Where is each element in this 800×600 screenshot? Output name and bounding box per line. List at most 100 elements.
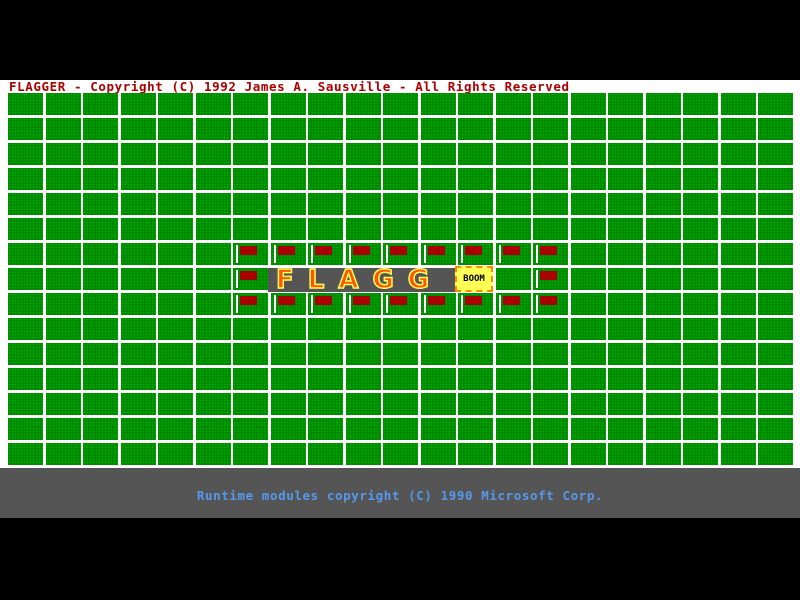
- board-cell[interactable]: [83, 243, 118, 265]
- board-cell[interactable]: [570, 343, 606, 365]
- board-cell[interactable]: [308, 343, 343, 365]
- board-cell[interactable]: [608, 393, 643, 415]
- board-cell[interactable]: [758, 393, 793, 415]
- board-cell[interactable]: [308, 168, 343, 190]
- board-cell[interactable]: [345, 143, 381, 165]
- board-cell[interactable]: [570, 168, 606, 190]
- board-cell[interactable]: [83, 418, 118, 440]
- board-cell[interactable]: [8, 318, 43, 340]
- board-cell[interactable]: [458, 193, 493, 215]
- board-cell[interactable]: [570, 418, 606, 440]
- board-cell[interactable]: [383, 218, 418, 240]
- board-cell[interactable]: [495, 418, 531, 440]
- board-cell[interactable]: [645, 193, 681, 215]
- board-cell[interactable]: [533, 168, 568, 190]
- board-cell[interactable]: [683, 268, 718, 290]
- board-cell[interactable]: [758, 168, 793, 190]
- board-cell[interactable]: [683, 318, 718, 340]
- board-cell[interactable]: [120, 318, 156, 340]
- board-cell[interactable]: [608, 243, 643, 265]
- board-cell[interactable]: [608, 93, 643, 115]
- board-cell[interactable]: [495, 143, 531, 165]
- board-cell[interactable]: [83, 343, 118, 365]
- board-cell[interactable]: [608, 368, 643, 390]
- board-cell[interactable]: [345, 418, 381, 440]
- board-cell[interactable]: [233, 168, 268, 190]
- board-cell[interactable]: [195, 368, 231, 390]
- board-cell[interactable]: [83, 93, 118, 115]
- board-cell[interactable]: [420, 393, 456, 415]
- board-cell[interactable]: [758, 243, 793, 265]
- board-cell[interactable]: [83, 218, 118, 240]
- board-cell[interactable]: [8, 218, 43, 240]
- board-cell[interactable]: [683, 393, 718, 415]
- board-cell[interactable]: [720, 218, 756, 240]
- board-cell[interactable]: [233, 368, 268, 390]
- board-cell[interactable]: [495, 243, 531, 265]
- board-cell[interactable]: [120, 368, 156, 390]
- board-cell[interactable]: [120, 418, 156, 440]
- board-cell[interactable]: [533, 393, 568, 415]
- board-cell[interactable]: [645, 318, 681, 340]
- board-cell[interactable]: [608, 268, 643, 290]
- board-cell[interactable]: [420, 293, 456, 315]
- board-cell[interactable]: [158, 118, 193, 140]
- board-cell[interactable]: [83, 268, 118, 290]
- board-cell[interactable]: [383, 418, 418, 440]
- board-cell[interactable]: [420, 118, 456, 140]
- board-cell[interactable]: [8, 393, 43, 415]
- board-cell[interactable]: [345, 193, 381, 215]
- board-cell[interactable]: [8, 168, 43, 190]
- board-cell[interactable]: [45, 218, 81, 240]
- board-cell[interactable]: [195, 243, 231, 265]
- board-cell[interactable]: [45, 118, 81, 140]
- board-cell[interactable]: [45, 168, 81, 190]
- board-cell[interactable]: [45, 143, 81, 165]
- board-cell[interactable]: [570, 218, 606, 240]
- board-cell[interactable]: [270, 118, 306, 140]
- board-cell[interactable]: [45, 418, 81, 440]
- board-cell[interactable]: [495, 193, 531, 215]
- board-cell[interactable]: [120, 393, 156, 415]
- board-cell[interactable]: [233, 268, 268, 290]
- board-cell[interactable]: [83, 143, 118, 165]
- board-cell[interactable]: [683, 193, 718, 215]
- board-cell[interactable]: [195, 93, 231, 115]
- board-cell[interactable]: [383, 393, 418, 415]
- board-cell[interactable]: [458, 418, 493, 440]
- board-cell[interactable]: [233, 118, 268, 140]
- board-cell[interactable]: [458, 318, 493, 340]
- board-cell[interactable]: [683, 218, 718, 240]
- board-cell[interactable]: [120, 443, 156, 465]
- board-cell[interactable]: [683, 443, 718, 465]
- board-cell[interactable]: [83, 168, 118, 190]
- board-cell[interactable]: [458, 443, 493, 465]
- board-cell[interactable]: [45, 193, 81, 215]
- board-cell[interactable]: [758, 418, 793, 440]
- board-cell[interactable]: [758, 268, 793, 290]
- board-cell[interactable]: [233, 443, 268, 465]
- board-cell[interactable]: [270, 143, 306, 165]
- board-cell[interactable]: [270, 318, 306, 340]
- board-cell[interactable]: [645, 393, 681, 415]
- board-cell[interactable]: [45, 393, 81, 415]
- board-cell[interactable]: [383, 143, 418, 165]
- board-cell[interactable]: [495, 168, 531, 190]
- board-cell[interactable]: [495, 343, 531, 365]
- board-cell[interactable]: [8, 368, 43, 390]
- board-cell[interactable]: [45, 268, 81, 290]
- board-cell[interactable]: [195, 218, 231, 240]
- board-cell[interactable]: [345, 118, 381, 140]
- board-cell[interactable]: [420, 93, 456, 115]
- board-cell[interactable]: [533, 143, 568, 165]
- board-cell[interactable]: [683, 243, 718, 265]
- board-cell[interactable]: [645, 343, 681, 365]
- board-cell[interactable]: [608, 118, 643, 140]
- board-cell[interactable]: [158, 318, 193, 340]
- board-cell[interactable]: [420, 168, 456, 190]
- board-cell[interactable]: [645, 293, 681, 315]
- board-cell[interactable]: [158, 168, 193, 190]
- board-cell[interactable]: [158, 193, 193, 215]
- board-cell[interactable]: [195, 293, 231, 315]
- board-cell[interactable]: [570, 443, 606, 465]
